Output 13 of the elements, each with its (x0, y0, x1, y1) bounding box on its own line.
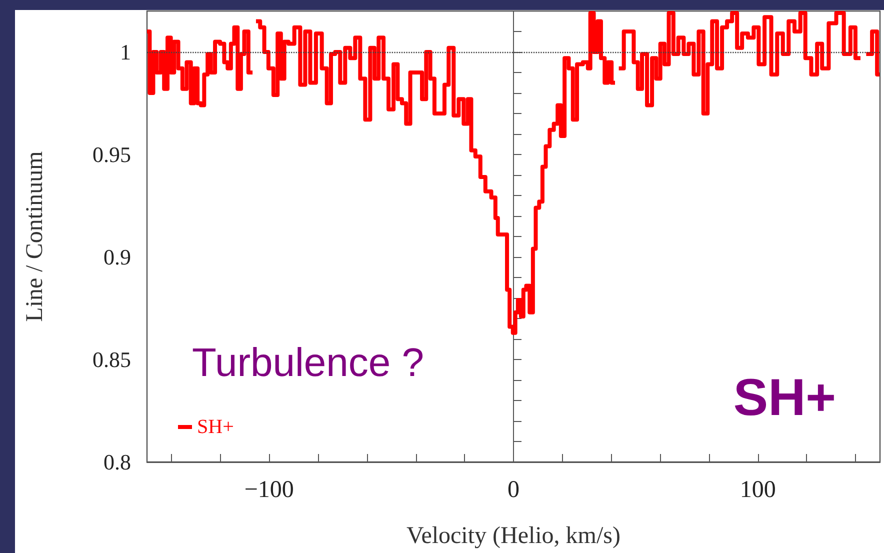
y-axis-title: Line / Continuum (22, 150, 48, 322)
annotation: Turbulence ? (192, 341, 424, 385)
legend-label: SH+ (197, 416, 234, 438)
y-tick-label: 1 (120, 40, 131, 64)
x-tick-label: −100 (244, 477, 294, 503)
x-tick-label: 0 (508, 477, 520, 503)
y-tick-label: 0.85 (92, 347, 131, 372)
x-axis-title: Velocity (Helio, km/s) (406, 523, 620, 549)
y-tick-label: 0.95 (92, 142, 131, 167)
annotation: SH+ (733, 369, 836, 427)
y-tick-label: 0.9 (104, 244, 131, 270)
y-tick-label: 0.8 (104, 450, 131, 474)
x-tick-label: 100 (740, 477, 776, 503)
